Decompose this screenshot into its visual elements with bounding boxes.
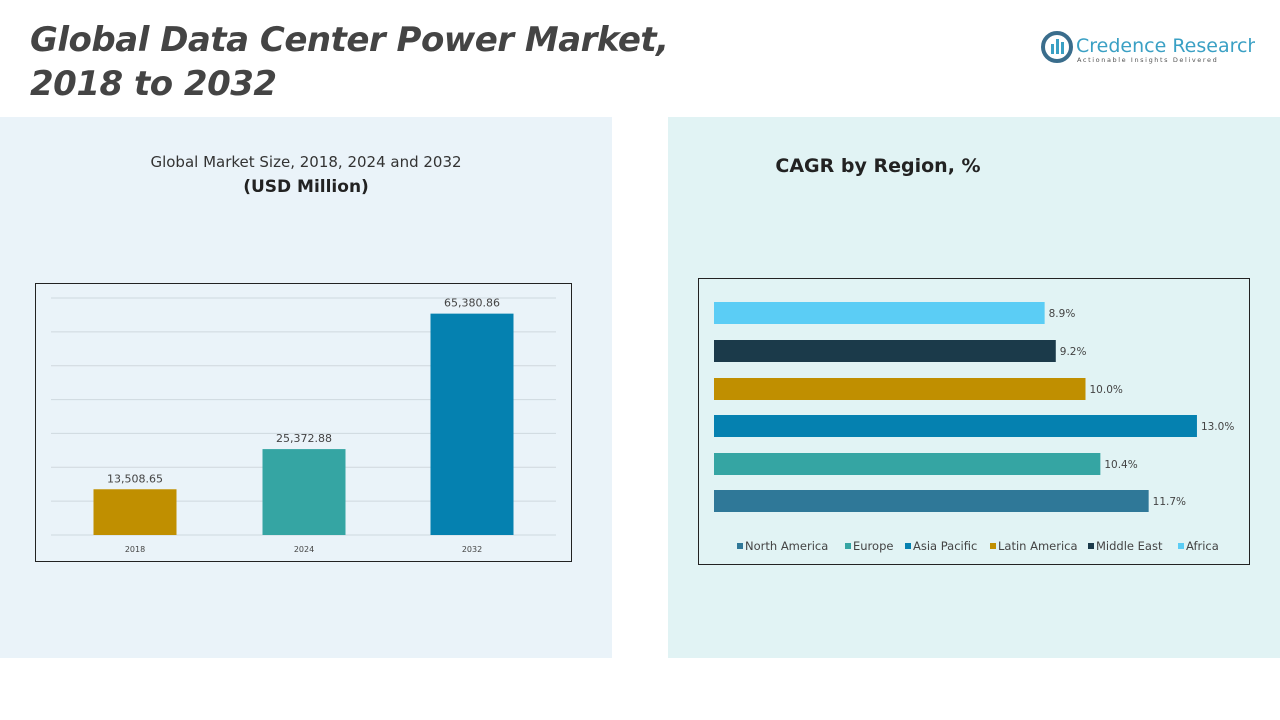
logo: Credence Research Actionable Insights De… bbox=[1040, 30, 1259, 72]
data-label: 65,380.86 bbox=[444, 297, 500, 310]
legend-label: Asia Pacific bbox=[913, 539, 977, 553]
left-chart-title: Global Market Size, 2018, 2024 and 2032 bbox=[150, 153, 462, 171]
bar-africa bbox=[714, 302, 1045, 324]
bar-2024 bbox=[262, 449, 346, 535]
legend-swatch bbox=[1178, 543, 1184, 549]
data-label: 13,508.65 bbox=[107, 472, 163, 485]
bar-2018 bbox=[93, 489, 177, 535]
bar-2032 bbox=[430, 313, 514, 535]
right-chart-title: CAGR by Region, % bbox=[775, 155, 981, 177]
logo-tagline: Actionable Insights Delivered bbox=[1077, 56, 1218, 64]
x-tick-label: 2024 bbox=[294, 545, 314, 554]
bar-middle-east bbox=[714, 340, 1056, 362]
data-label: 9.2% bbox=[1060, 346, 1087, 358]
legend-swatch bbox=[845, 543, 851, 549]
x-tick-label: 2032 bbox=[462, 545, 482, 554]
legend-label: Africa bbox=[1186, 539, 1219, 553]
left-chart-subtitle: (USD Million) bbox=[243, 177, 369, 197]
legend-label: North America bbox=[745, 539, 828, 553]
bar-north-america bbox=[714, 490, 1149, 512]
bar-europe bbox=[714, 453, 1101, 475]
logo-icon bbox=[1041, 31, 1073, 63]
bar-asia-pacific bbox=[714, 415, 1197, 437]
legend-label: Europe bbox=[853, 539, 893, 553]
legend-swatch bbox=[1088, 543, 1094, 549]
data-label: 8.9% bbox=[1049, 308, 1076, 320]
page-title: Global Data Center Power Market, 2018 to … bbox=[30, 20, 669, 104]
legend-swatch bbox=[737, 543, 743, 549]
data-label: 11.7% bbox=[1153, 496, 1186, 508]
logo-text: Credence Research bbox=[1076, 35, 1255, 57]
x-tick-label: 2018 bbox=[125, 545, 145, 554]
data-label: 10.0% bbox=[1090, 384, 1123, 396]
legend-swatch bbox=[990, 543, 996, 549]
bar-latin-america bbox=[714, 378, 1086, 400]
cagr-chart: 11.7% 10.4% 13.0% 10.0% 9.2% 8.9% North Americ… bbox=[698, 278, 1250, 565]
data-label: 13.0% bbox=[1201, 421, 1234, 433]
legend-swatch bbox=[905, 543, 911, 549]
legend-label: Middle East bbox=[1096, 539, 1163, 553]
legend-label: Latin America bbox=[998, 539, 1078, 553]
market-size-chart: 13,508.65 2018 25,372.88 2024 65,380.86 2032 bbox=[35, 283, 572, 562]
data-label: 10.4% bbox=[1104, 459, 1137, 471]
data-label: 25,372.88 bbox=[276, 432, 332, 445]
